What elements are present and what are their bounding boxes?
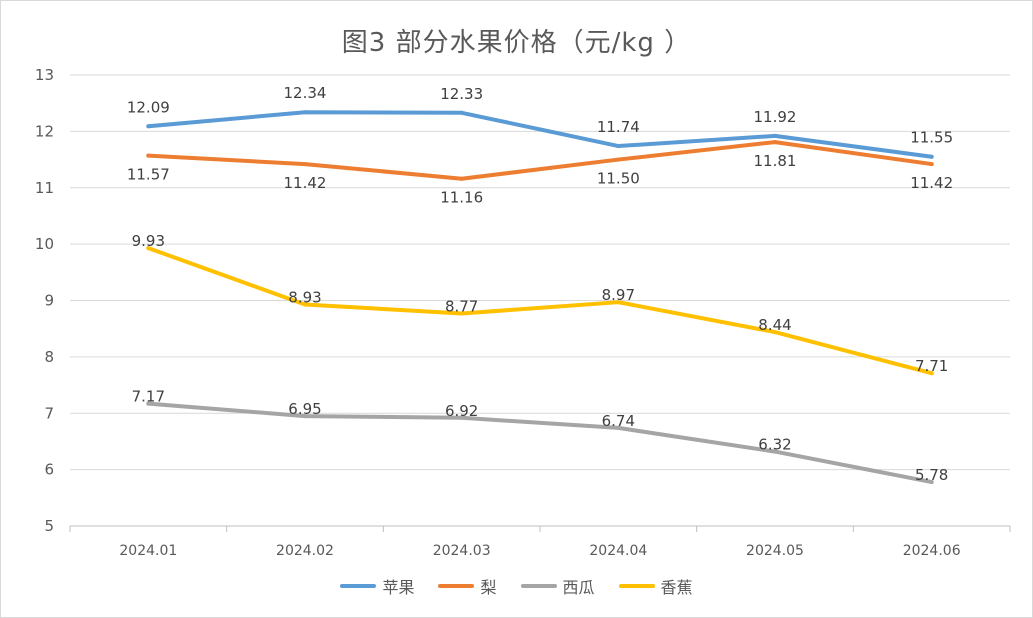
- legend-swatch: [340, 584, 377, 588]
- series-line-2: [146, 140, 934, 181]
- data-point: [146, 246, 151, 251]
- y-tick-label: 12: [35, 122, 54, 140]
- data-label: 8.93: [288, 288, 321, 306]
- data-label: 11.42: [284, 174, 327, 192]
- y-tick-label: 11: [35, 179, 54, 197]
- data-label: 6.74: [602, 412, 635, 430]
- data-point: [929, 154, 934, 159]
- x-tick-label: 2024.06: [903, 543, 961, 559]
- legend-label: 香蕉: [660, 578, 693, 597]
- data-label: 11.92: [754, 108, 797, 126]
- legend-item: 西瓜: [520, 574, 595, 598]
- data-label: 11.55: [910, 129, 953, 147]
- data-label: 11.42: [910, 174, 953, 192]
- data-label: 8.44: [758, 316, 791, 334]
- data-label: 8.77: [445, 297, 478, 315]
- data-label: 8.97: [602, 286, 635, 304]
- data-point: [929, 480, 934, 485]
- series-line-3: [146, 401, 934, 485]
- legend-swatch: [438, 584, 475, 588]
- data-point: [459, 110, 464, 115]
- chart-title: 图3 部分水果价格（元/kg ）: [341, 28, 692, 58]
- data-point: [929, 162, 934, 167]
- data-label: 11.74: [597, 118, 640, 136]
- y-tick-label: 6: [44, 461, 54, 479]
- data-point: [303, 110, 307, 115]
- data-point: [459, 311, 464, 316]
- data-point: [303, 162, 307, 167]
- data-label: 11.16: [440, 189, 483, 207]
- y-tick-label: 5: [44, 517, 54, 535]
- data-label: 11.81: [754, 152, 797, 170]
- data-labels: 12.09 12.34 12.33 11.74 11.92 11.55 11.57 11.42…: [127, 84, 953, 484]
- y-tick-label: 8: [44, 348, 54, 366]
- data-label: 6.95: [288, 400, 321, 418]
- data-point: [616, 144, 621, 149]
- legend-swatch: [520, 584, 557, 588]
- legend-item: 苹果: [340, 574, 414, 598]
- x-tick-label: 2024.01: [119, 543, 177, 559]
- legend-label: 苹果: [382, 578, 415, 597]
- data-label: 5.78: [915, 466, 948, 484]
- x-tick-label: 2024.03: [433, 543, 491, 559]
- data-point: [303, 414, 307, 419]
- x-tick-label: 2024.05: [746, 543, 804, 559]
- data-point: [616, 300, 621, 305]
- data-label: 12.34: [284, 84, 327, 102]
- series-lines: [146, 110, 934, 485]
- axes: 5 6 7 8 9 10 11 12 13 2024.01 2024.02 2024.03 2024.0…: [35, 66, 1011, 559]
- chart-legend: 苹果 梨 西瓜 香蕉: [0, 574, 1033, 598]
- x-tick-label: 2024.02: [276, 543, 334, 559]
- data-point: [773, 330, 777, 335]
- legend-item: 梨: [438, 574, 497, 598]
- data-label: 12.33: [440, 85, 483, 103]
- x-tick-label: 2024.04: [589, 543, 647, 559]
- legend-label: 西瓜: [562, 578, 595, 597]
- data-label: 6.32: [758, 436, 791, 454]
- legend-swatch: [618, 584, 655, 588]
- data-label: 12.09: [127, 98, 170, 116]
- legend-label: 梨: [480, 578, 497, 597]
- data-label: 9.93: [132, 232, 165, 250]
- y-tick-label: 7: [44, 404, 54, 422]
- data-label: 7.71: [915, 357, 948, 375]
- data-point: [146, 124, 151, 129]
- data-point: [459, 176, 464, 181]
- data-label: 7.17: [132, 388, 165, 406]
- data-point: [773, 140, 777, 145]
- data-point: [929, 371, 934, 376]
- data-point: [146, 401, 151, 406]
- data-point: [773, 133, 777, 138]
- y-tick-label: 13: [35, 66, 54, 84]
- data-label: 11.50: [597, 170, 640, 188]
- data-point: [146, 153, 151, 158]
- series-line-4: [146, 246, 934, 376]
- data-point: [616, 157, 621, 162]
- legend-item: 香蕉: [618, 574, 693, 598]
- data-label: 6.92: [445, 402, 478, 420]
- data-point: [303, 302, 307, 307]
- data-point: [616, 425, 621, 430]
- data-point: [773, 449, 777, 454]
- data-point: [459, 415, 464, 420]
- y-tick-label: 10: [35, 235, 54, 253]
- series-line-1: [146, 110, 934, 159]
- data-label: 11.57: [127, 166, 170, 184]
- y-tick-label: 9: [44, 292, 54, 310]
